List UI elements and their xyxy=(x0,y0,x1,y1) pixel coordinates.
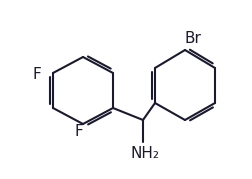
Text: NH₂: NH₂ xyxy=(130,146,159,161)
Text: Br: Br xyxy=(184,30,201,45)
Text: F: F xyxy=(74,125,83,139)
Text: F: F xyxy=(33,67,41,81)
